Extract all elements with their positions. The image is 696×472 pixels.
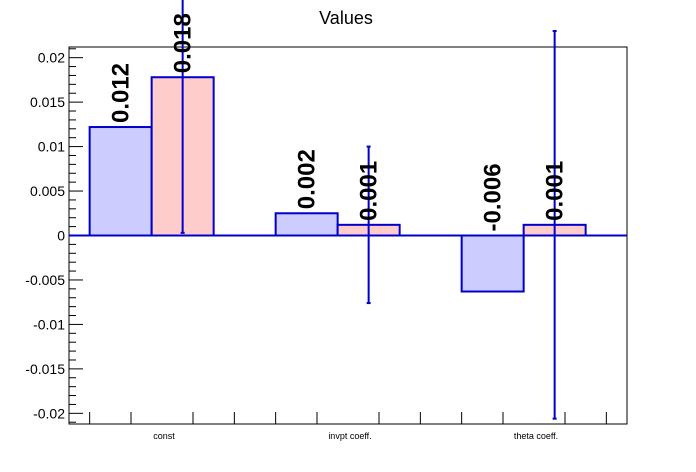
x-tick-label: const [153,431,175,441]
bars-group [69,0,627,420]
y-tick-label: -0.005 [25,272,65,288]
y-tick-label: 0.02 [38,50,65,66]
bar [274,212,339,237]
data-label: 0.001 [542,161,569,221]
data-label: 0.001 [356,161,383,221]
y-tick-label: -0.01 [33,316,65,332]
data-label: 0.018 [170,13,197,73]
data-label: 0.012 [108,63,135,123]
y-tick-label: -0.02 [33,405,65,421]
chart-title: Values [319,8,373,28]
x-tick-label: theta coeff. [514,431,558,441]
y-tick-label: 0.015 [30,94,65,110]
y-tick-label: 0 [57,228,65,244]
bar [460,234,525,293]
y-tick-label: 0.01 [38,139,65,155]
y-tick-label: 0.005 [30,183,65,199]
bar [88,126,153,237]
x-axis: const invpt coeff. theta coeff. [89,412,607,441]
data-label: -0.006 [480,163,507,231]
data-label: 0.002 [294,149,321,209]
x-tick-label: invpt coeff. [328,431,371,441]
y-tick-label: -0.015 [25,361,65,377]
data-labels-group: 0.012 0.002 -0.006 0.018 0.001 0.001 [108,13,569,231]
